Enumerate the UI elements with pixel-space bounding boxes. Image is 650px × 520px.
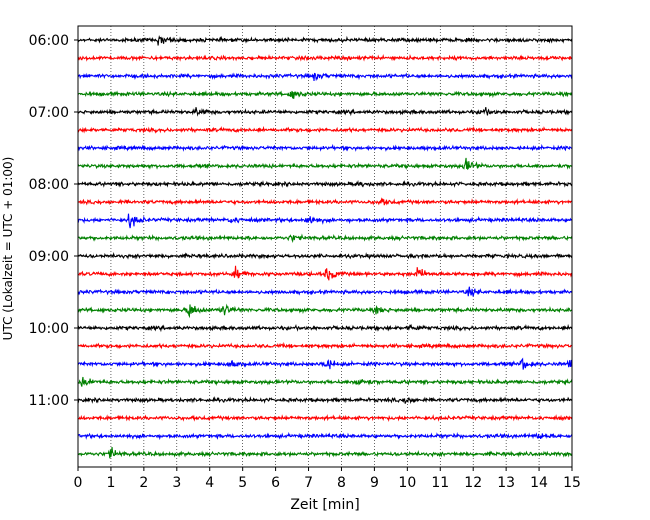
- y-tick-label: 10:00: [29, 321, 69, 337]
- x-tick-label: 13: [497, 475, 515, 491]
- trace-line: [77, 35, 573, 46]
- x-tick-label: 12: [464, 475, 482, 491]
- x-tick-label: 15: [563, 475, 581, 491]
- trace-line: [77, 431, 573, 441]
- trace-line: [77, 143, 573, 152]
- x-tick-label: 11: [431, 475, 449, 491]
- trace-line: [77, 54, 573, 62]
- trace-line: [77, 396, 573, 405]
- plot-frame: [77, 25, 573, 468]
- trace-line: [77, 125, 573, 134]
- trace-line: [77, 251, 573, 260]
- trace-line: [77, 107, 573, 117]
- trace-line: [77, 179, 573, 188]
- x-tick-label: 3: [172, 475, 181, 491]
- trace-line: [77, 413, 573, 423]
- trace-line: [77, 233, 573, 243]
- x-axis-ticks: 0 1 2 3 4 5 6 7 8 9 10 11 12 13 14 15: [74, 467, 581, 491]
- trace-line: [77, 357, 573, 370]
- x-tick-label: 2: [139, 475, 148, 491]
- x-tick-label: 1: [106, 475, 115, 491]
- x-tick-label: 5: [238, 475, 247, 491]
- trace-line: [77, 446, 573, 459]
- seismic-traces: [77, 35, 573, 459]
- trace-line: [77, 265, 573, 281]
- y-tick-label: 09:00: [29, 249, 69, 265]
- x-tick-label: 6: [271, 475, 280, 491]
- y-tick-label: 07:00: [29, 105, 69, 121]
- trace-line: [77, 323, 573, 333]
- trace-line: [77, 376, 573, 387]
- y-tick-label: 11:00: [29, 393, 69, 409]
- trace-line: [77, 72, 573, 82]
- x-tick-label: 4: [205, 475, 214, 491]
- y-axis-ticks: 06:00 07:00 08:00 09:00 10:00 11:00: [29, 33, 78, 409]
- trace-line: [77, 213, 573, 229]
- x-axis-label: Zeit [min]: [290, 497, 359, 513]
- x-tick-label: 0: [74, 475, 83, 491]
- x-tick-label: 9: [370, 475, 379, 491]
- y-tick-label: 06:00: [29, 33, 69, 49]
- trace-line: [77, 197, 573, 206]
- trace-line: [77, 286, 573, 297]
- trace-line: [77, 303, 573, 319]
- trace-line: [77, 157, 573, 171]
- y-tick-label: 08:00: [29, 177, 69, 193]
- x-tick-label: 10: [398, 475, 416, 491]
- x-tick-label: 8: [337, 475, 346, 491]
- trace-line: [77, 341, 573, 350]
- trace-line: [77, 90, 573, 99]
- y-axis-label: UTC (Lokalzeit = UTC + 01:00): [1, 157, 15, 341]
- x-tick-label: 7: [304, 475, 313, 491]
- x-tick-label: 14: [530, 475, 548, 491]
